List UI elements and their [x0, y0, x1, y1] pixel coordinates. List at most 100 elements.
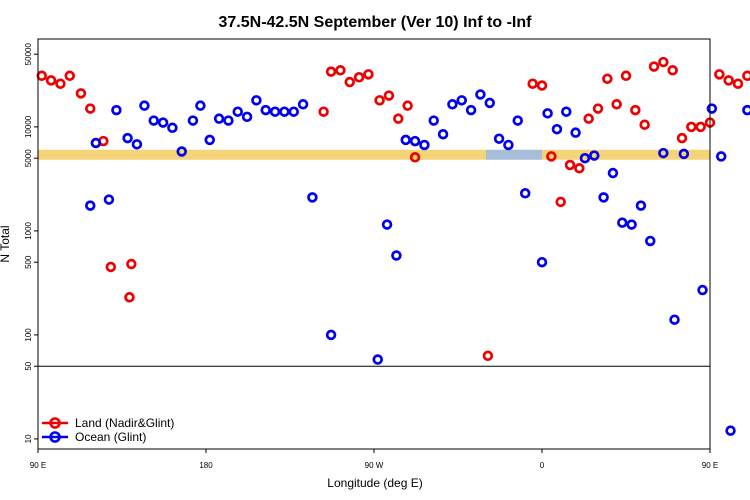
point-ocean [626, 219, 637, 230]
point-ocean [598, 192, 609, 203]
point-ocean [579, 152, 591, 164]
point-ocean [512, 115, 523, 126]
point-land [676, 132, 688, 144]
point-ocean [213, 113, 225, 124]
point-ocean [167, 122, 178, 134]
point-ocean [456, 95, 467, 106]
point-ocean [131, 139, 143, 150]
point-ocean [111, 104, 122, 116]
legend-marker-land [49, 417, 61, 429]
point-ocean [223, 115, 234, 126]
point-ocean [715, 151, 727, 162]
point-land [658, 56, 669, 68]
y-tick-label: 50 [24, 361, 33, 370]
x-tick-label: 180 [199, 461, 213, 470]
legend-label-ocean: Ocean (Glint) [75, 430, 146, 444]
y-tick-label: 500 [24, 255, 33, 269]
point-land [620, 70, 632, 82]
point-ocean [635, 200, 647, 211]
y-tick-label: 10000 [24, 115, 33, 138]
point-land [667, 65, 678, 76]
point-land [383, 90, 395, 101]
point-ocean [176, 146, 187, 157]
point-land [574, 163, 585, 174]
point-land [527, 78, 538, 89]
point-land [85, 103, 96, 114]
point-ocean [232, 106, 243, 117]
point-ocean [195, 100, 206, 111]
point-land [482, 350, 494, 362]
point-ocean [372, 354, 383, 365]
point-land [45, 75, 57, 86]
point-land [695, 121, 706, 133]
point-ocean [297, 99, 309, 110]
y-tick-label: 100 [24, 328, 33, 342]
point-land [602, 73, 613, 85]
plot-frame [37, 38, 711, 450]
x-tick-label: 90 E [702, 461, 718, 470]
chart-title: 37.5N-42.5N September (Ver 10) Inf to -I… [219, 14, 533, 31]
point-ocean [391, 250, 402, 261]
point-ocean [260, 104, 271, 116]
point-ocean [678, 148, 690, 160]
point-ocean [381, 219, 393, 230]
point-land [555, 196, 566, 208]
point-land [742, 70, 750, 82]
point-land [344, 76, 355, 88]
point-land [393, 113, 404, 124]
point-land [124, 292, 135, 303]
point-land [630, 104, 641, 116]
point-land [55, 78, 66, 89]
point-ocean [465, 104, 477, 116]
point-ocean [589, 150, 600, 161]
point-ocean [542, 108, 553, 119]
point-ocean [447, 99, 458, 110]
point-land [564, 159, 576, 171]
point-land [648, 61, 660, 72]
point-land [686, 121, 697, 133]
point-ocean [122, 132, 133, 144]
legend-marker-ocean [49, 431, 61, 443]
point-ocean [241, 111, 253, 123]
point-ocean [288, 106, 299, 117]
point-ocean [551, 123, 563, 135]
point-ocean [503, 139, 514, 151]
point-land [402, 100, 413, 111]
point-ocean [658, 147, 669, 159]
point-land [335, 65, 346, 76]
point-ocean [204, 134, 215, 146]
point-land [64, 70, 75, 82]
point-ocean [607, 167, 619, 179]
point-ocean [400, 134, 411, 146]
point-land [732, 78, 744, 89]
y-axis-label: N Total [0, 225, 12, 262]
point-land [536, 80, 548, 91]
y-axis: 10 50 100 500 1000 5000 10000 50000 [24, 43, 38, 443]
point-ocean [493, 133, 505, 144]
point-ocean [85, 200, 96, 211]
point-ocean [570, 127, 581, 138]
legend-label-land: Land (Nadir&Glint) [75, 416, 174, 430]
point-land [363, 69, 374, 80]
point-ocean [742, 104, 750, 116]
point-ocean [706, 103, 718, 114]
point-ocean [409, 135, 421, 147]
point-ocean [187, 115, 199, 126]
point-ocean [519, 188, 531, 199]
point-ocean [428, 115, 439, 126]
point-ocean [536, 256, 548, 268]
point-ocean [139, 100, 150, 111]
point-land [105, 261, 117, 273]
x-axis-label: Longitude (deg E) [327, 476, 422, 490]
point-land [546, 151, 557, 162]
x-tick-label: 0 [540, 461, 545, 470]
point-ocean [325, 329, 337, 341]
y-tick-label: 10 [24, 434, 33, 443]
point-land [592, 103, 604, 114]
point-land [353, 72, 365, 83]
y-tick-label: 50000 [24, 43, 33, 66]
point-ocean [484, 97, 495, 109]
point-ocean [148, 115, 159, 126]
point-ocean [437, 128, 449, 140]
